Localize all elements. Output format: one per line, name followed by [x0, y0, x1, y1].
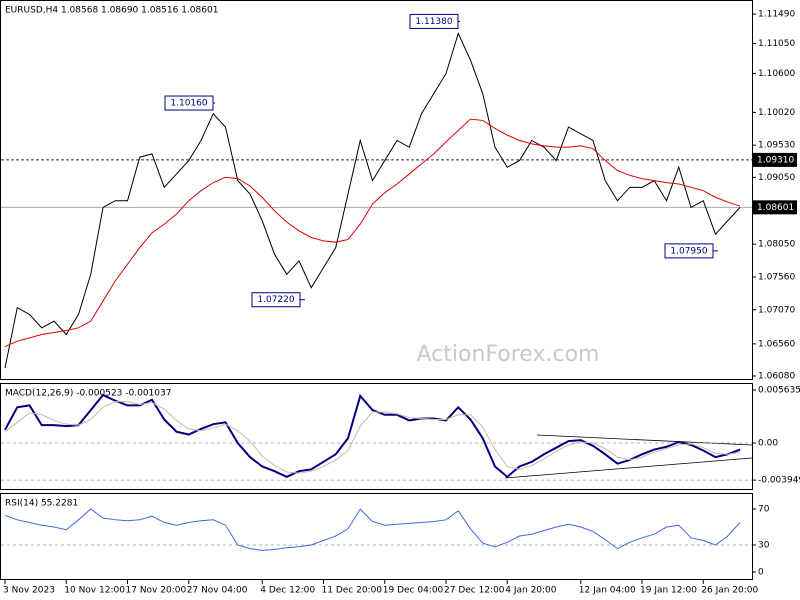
- trendline: [504, 457, 753, 479]
- series-line: [4, 508, 741, 551]
- price-label: 1.09310: [757, 155, 794, 165]
- x-tick-label: 19 Jan 12:00: [640, 586, 697, 596]
- rsi-panel: [0, 493, 753, 580]
- x-tick-label: 12 Jan 04:00: [579, 586, 636, 596]
- series-line: [4, 401, 741, 474]
- y-tick-label: 1.06080: [758, 371, 795, 381]
- panel-title: MACD(12,26,9) -0.000523 -0.001037: [5, 389, 171, 399]
- watermark: ActionForex.com: [417, 342, 600, 367]
- x-tick-label: 3 Nov 2023: [3, 586, 55, 596]
- annotation-label: 1.11380: [415, 17, 452, 27]
- panel-title: EURUSD,H4 1.08568 1.08690 1.08516 1.0860…: [5, 6, 218, 16]
- y-tick-label: 0: [758, 567, 764, 577]
- price-label: 1.08601: [757, 203, 794, 213]
- annotation-box: [251, 292, 301, 308]
- y-tick-label: 1.08050: [758, 240, 795, 250]
- price-label-bg: [753, 200, 797, 215]
- x-tick-label: 10 Nov 12:00: [64, 586, 125, 596]
- price-label-bg: [753, 152, 797, 167]
- y-tick-label: 0.005635: [758, 386, 800, 396]
- y-tick-label: 1.07070: [758, 305, 795, 315]
- y-tick-label: 30: [758, 541, 770, 551]
- y-tick-label: 0.00: [758, 438, 778, 448]
- annotation-box: [409, 13, 459, 29]
- x-tick-label: 26 Jan 20:00: [701, 586, 758, 596]
- series-line: [4, 118, 741, 348]
- y-tick-label: 1.07560: [758, 272, 795, 282]
- y-tick-label: 1.11490: [758, 10, 795, 20]
- y-tick-label: 1.09530: [758, 141, 795, 151]
- price-panel: [0, 0, 753, 380]
- annotation-box: [664, 243, 714, 259]
- series-line: [4, 393, 741, 479]
- x-tick-label: 11 Dec 20:00: [322, 586, 383, 596]
- panel-title: RSI(14) 55.2281: [5, 499, 78, 509]
- x-tick-label: 4 Jan 20:00: [505, 586, 557, 596]
- annotation-label: 1.07950: [670, 246, 707, 256]
- y-tick-label: 1.10600: [758, 69, 795, 79]
- series-line: [4, 32, 741, 369]
- x-tick-label: 27 Nov 04:00: [187, 586, 248, 596]
- macd-panel: [0, 383, 753, 490]
- y-tick-label: 1.06560: [758, 339, 795, 349]
- annotation-label: 1.10160: [170, 99, 207, 109]
- y-tick-label: -0.003949: [758, 476, 800, 486]
- annotation-box: [164, 95, 214, 111]
- trendline: [536, 434, 753, 446]
- x-tick-label: 27 Dec 12:00: [444, 586, 505, 596]
- y-tick-label: 1.10020: [758, 108, 795, 118]
- x-tick-label: 19 Dec 04:00: [383, 586, 444, 596]
- x-tick-label: 17 Nov 20:00: [126, 586, 187, 596]
- x-tick-label: 4 Dec 12:00: [260, 586, 315, 596]
- y-tick-label: 1.09050: [758, 173, 795, 183]
- annotation-label: 1.07220: [257, 295, 294, 305]
- y-tick-label: 1.11050: [758, 39, 795, 49]
- y-tick-label: 70: [758, 505, 770, 515]
